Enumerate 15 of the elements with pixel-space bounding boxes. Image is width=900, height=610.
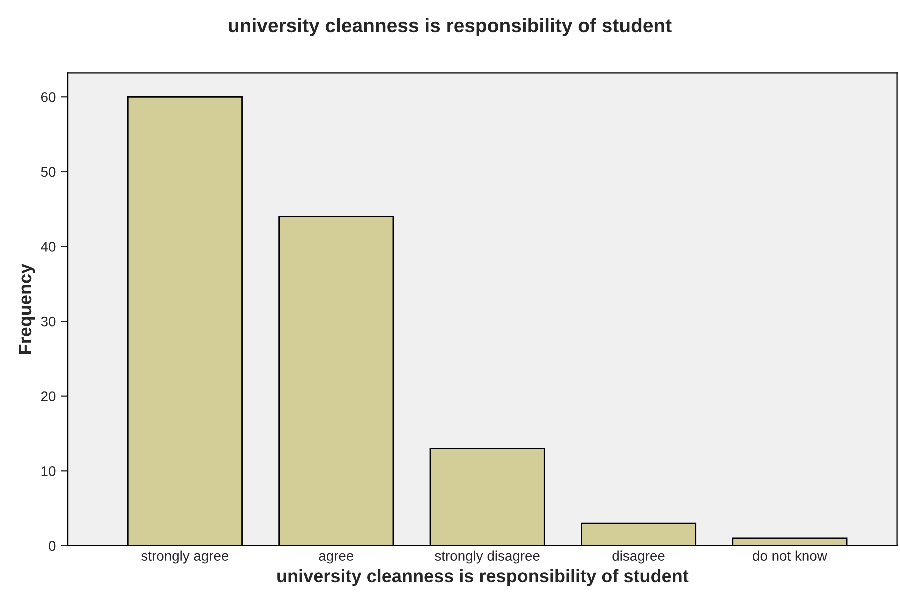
x-tick-label: do not know [753,550,828,562]
y-axis-title: Frequency [19,264,36,354]
y-tick-label: 10 [42,466,56,476]
chart-title: university cleanness is responsibility of student [229,18,672,36]
y-tick-label: 0 [49,541,56,552]
x-axis-title: university cleanness is responsibility of student [278,569,689,586]
y-tick-label: 60 [41,92,56,102]
y-tick-label: 40 [41,242,56,252]
x-tick-label: disagree [612,550,665,564]
y-tick-label: 20 [41,392,56,402]
y-tick-label: 50 [41,167,56,178]
y-tick-label: 30 [41,316,56,327]
x-tick-label: strongly disagree [435,550,540,564]
x-tick-label: agree [319,553,354,564]
x-tick-label: strongly agree [142,550,229,564]
